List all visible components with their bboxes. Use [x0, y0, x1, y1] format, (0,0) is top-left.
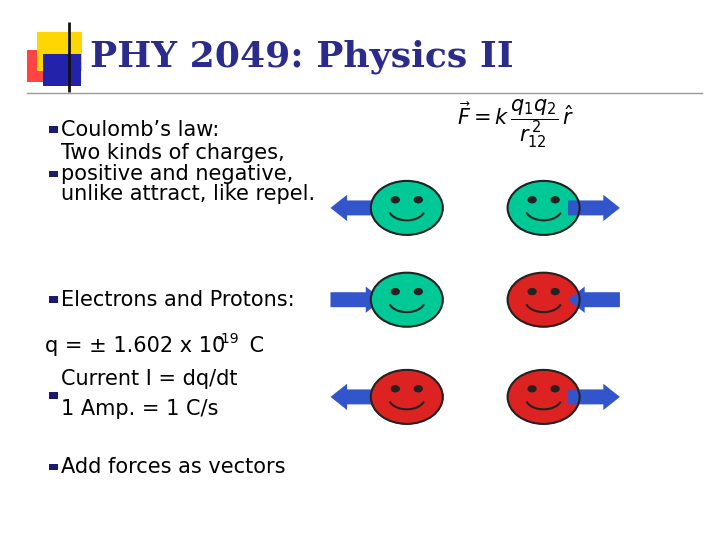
Circle shape: [508, 181, 580, 235]
Text: Current I = dq/dt: Current I = dq/dt: [61, 369, 238, 389]
Circle shape: [392, 386, 399, 392]
Text: $\vec{F} = k\,\dfrac{q_1 q_2}{r_{12}^{\,2}}\,\hat{r}$: $\vec{F} = k\,\dfrac{q_1 q_2}{r_{12}^{\,…: [457, 98, 575, 150]
Polygon shape: [330, 384, 382, 410]
Polygon shape: [330, 287, 382, 313]
FancyBboxPatch shape: [49, 392, 58, 399]
Text: PHY 2049: Physics II: PHY 2049: Physics II: [90, 39, 513, 74]
Text: Electrons and Protons:: Electrons and Protons:: [61, 289, 294, 310]
Circle shape: [552, 386, 559, 392]
Polygon shape: [568, 195, 620, 221]
Polygon shape: [330, 195, 382, 221]
Circle shape: [528, 288, 536, 295]
Circle shape: [508, 370, 580, 424]
FancyBboxPatch shape: [27, 50, 71, 82]
Text: Add forces as vectors: Add forces as vectors: [61, 457, 286, 477]
Polygon shape: [568, 287, 620, 313]
Circle shape: [552, 197, 559, 203]
Text: -19: -19: [216, 332, 238, 346]
Circle shape: [415, 288, 422, 295]
Text: Coulomb’s law:: Coulomb’s law:: [61, 119, 220, 140]
Circle shape: [371, 273, 443, 327]
FancyBboxPatch shape: [43, 54, 81, 86]
Circle shape: [371, 370, 443, 424]
Text: positive and negative,: positive and negative,: [61, 164, 294, 184]
Circle shape: [528, 197, 536, 203]
Text: unlike attract, like repel.: unlike attract, like repel.: [61, 184, 315, 205]
Circle shape: [371, 181, 443, 235]
FancyBboxPatch shape: [37, 32, 82, 71]
Circle shape: [392, 197, 399, 203]
Circle shape: [392, 288, 399, 295]
Circle shape: [415, 386, 422, 392]
Circle shape: [415, 197, 422, 203]
Polygon shape: [568, 384, 620, 410]
Circle shape: [508, 273, 580, 327]
FancyBboxPatch shape: [49, 171, 58, 177]
Text: 1 Amp. = 1 C/s: 1 Amp. = 1 C/s: [61, 399, 219, 419]
FancyBboxPatch shape: [49, 296, 58, 303]
FancyBboxPatch shape: [49, 126, 58, 133]
Text: C: C: [243, 335, 264, 356]
Circle shape: [528, 386, 536, 392]
FancyBboxPatch shape: [49, 464, 58, 470]
Text: q = ± 1.602 x 10: q = ± 1.602 x 10: [45, 335, 225, 356]
Text: Two kinds of charges,: Two kinds of charges,: [61, 143, 285, 164]
Circle shape: [552, 288, 559, 295]
